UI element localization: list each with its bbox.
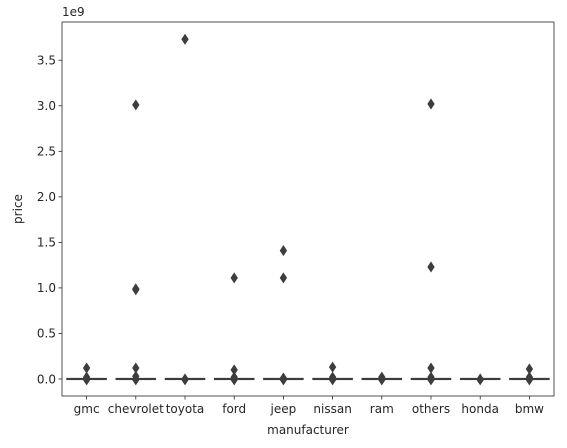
x-tick-label-ram: ram [370, 402, 394, 416]
y-tick-label: 0.0 [37, 372, 56, 386]
outlier-point-others [427, 98, 435, 110]
x-tick-label-toyota: toyota [166, 402, 205, 416]
outlier-point-toyota [181, 374, 189, 386]
outlier-point-ram [378, 374, 386, 386]
box-group-honda [459, 373, 501, 386]
x-tick-label-gmc: gmc [74, 402, 100, 416]
outlier-point-others [427, 261, 435, 273]
x-tick-label-chevrolet: chevrolet [108, 402, 164, 416]
outlier-point-toyota [181, 33, 189, 45]
x-tick-label-ford: ford [222, 402, 246, 416]
box-group-ford [213, 272, 255, 386]
y-tick-label: 2.0 [37, 190, 56, 204]
y-tick-label: 1.0 [37, 281, 56, 295]
y-tick-label: 3.5 [37, 54, 56, 68]
outlier-point-chevrolet [132, 99, 140, 111]
box-group-bmw [509, 363, 550, 386]
x-tick-label-others: others [412, 402, 450, 416]
outlier-point-nissan [328, 374, 337, 386]
outlier-point-others [427, 374, 435, 386]
box-group-toyota [164, 33, 206, 386]
x-tick-label-jeep: jeep [270, 402, 297, 416]
y-axis-label: price [11, 194, 25, 224]
outlier-point-ford [230, 374, 238, 386]
y-tick-label: 0.5 [37, 327, 56, 341]
outlier-point-jeep [279, 272, 288, 284]
box-group-gmc [66, 362, 107, 386]
outlier-point-ford [230, 272, 238, 284]
plot-area [66, 33, 550, 386]
y-axis-multiplier: 1e9 [62, 5, 85, 19]
outlier-point-chevrolet [132, 374, 140, 386]
outlier-point-bmw [525, 374, 534, 386]
box-group-nissan [312, 361, 353, 386]
y-tick-label: 2.5 [37, 145, 56, 159]
box-group-ram [361, 371, 403, 386]
box-group-jeep [263, 245, 304, 386]
outlier-point-jeep [279, 245, 288, 257]
x-tick-label-nissan: nissan [313, 402, 351, 416]
x-tick-label-honda: honda [461, 402, 499, 416]
x-axis-label: manufacturer [267, 423, 349, 437]
outlier-point-gmc [82, 374, 91, 386]
outlier-point-jeep [279, 374, 288, 386]
outlier-point-honda [476, 374, 484, 386]
x-tick-label-bmw: bmw [515, 402, 544, 416]
axes-frame [61, 21, 555, 397]
outlier-point-chevrolet [132, 284, 140, 296]
y-tick-label: 1.5 [37, 236, 56, 250]
y-tick-label: 3.0 [37, 99, 56, 113]
box-group-chevrolet [115, 99, 157, 386]
box-group-others [410, 98, 452, 386]
